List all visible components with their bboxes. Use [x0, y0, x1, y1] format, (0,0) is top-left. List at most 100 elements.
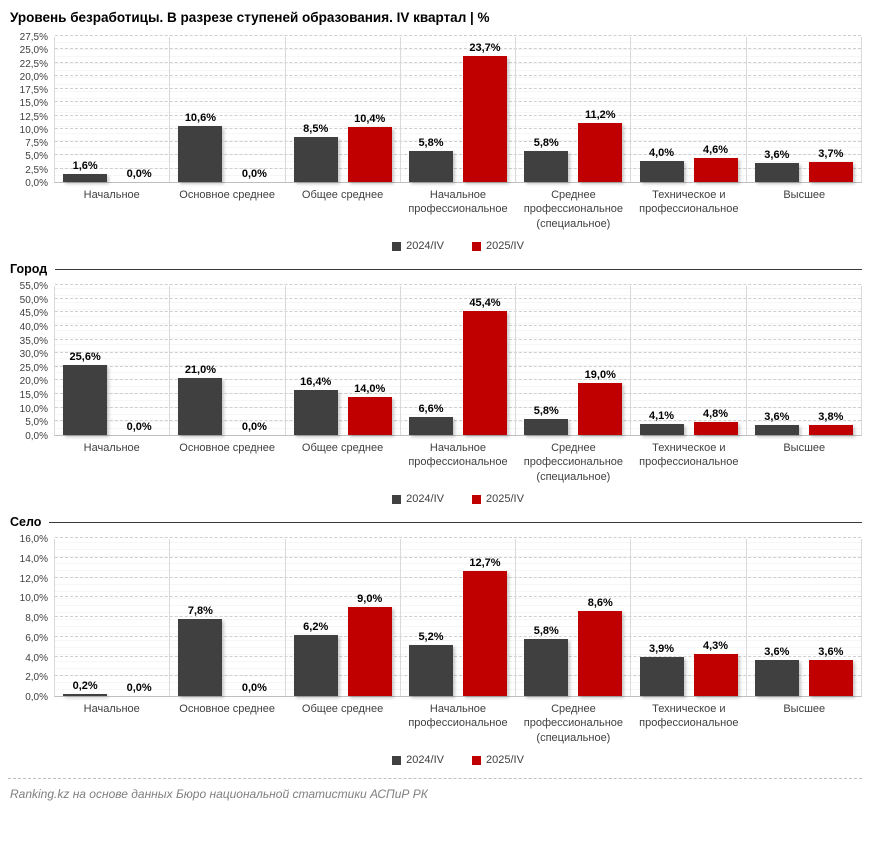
y-axis-tick-label: 45,0%: [19, 308, 48, 320]
y-axis-tick-label: 4,0%: [25, 652, 48, 664]
bar-group-2025-IV: 0,0%: [117, 421, 161, 435]
category-label: Общее среднее: [301, 703, 384, 715]
bar: [178, 619, 223, 696]
bar-pair: 4,0% 4,6%: [639, 144, 738, 182]
category-label: Высшее: [783, 442, 826, 454]
bar-value-label: 9,0%: [357, 593, 383, 605]
category-label: Техническое и профессиональное: [639, 703, 739, 730]
bar-pair: 6,2% 9,0%: [293, 593, 392, 696]
y-axis-tick-label: 40,0%: [19, 321, 48, 333]
bar-group-2025-IV: 11,2%: [578, 109, 623, 182]
bar: [347, 127, 392, 182]
category-label: Начальное профессиональное: [408, 189, 508, 216]
bar-group-2025-IV: 9,0%: [347, 593, 392, 696]
bar-value-label: 23,7%: [469, 42, 501, 54]
bar: [754, 425, 799, 435]
legend-label: 2025/IV: [486, 754, 524, 766]
y-axis-tick-label: 12,0%: [19, 573, 48, 585]
bar-value-label: 4,1%: [649, 410, 675, 422]
y-axis-tick-label: 0,0%: [25, 178, 48, 189]
bar: [808, 425, 853, 435]
bar-pair: 5,8% 8,6%: [524, 597, 623, 696]
bar-group-2024-IV: 5,8%: [524, 625, 569, 696]
bar-value-label: 8,5%: [303, 123, 329, 135]
bar-group-2025-IV: 23,7%: [462, 42, 507, 182]
bar: [347, 397, 392, 435]
category-cell: 3,6% 3,7%: [747, 37, 861, 182]
bar: [63, 365, 108, 435]
y-axis-tick-label: 27,5%: [19, 32, 48, 43]
bar-value-label: 16,4%: [300, 376, 332, 388]
bar-value-label: 5,8%: [533, 625, 559, 637]
legend-item: 2024/IV: [392, 493, 444, 505]
bar-value-label: 3,8%: [818, 411, 844, 423]
category-cell: 7,8% 0,0%: [170, 539, 286, 696]
bar-group-2025-IV: 19,0%: [578, 369, 623, 435]
bar: [293, 390, 338, 435]
bar: [693, 158, 738, 182]
y-axis-tick-label: 55,0%: [19, 281, 48, 292]
bar: [578, 383, 623, 435]
legend-swatch-2025-IV: [472, 494, 481, 504]
category-label: Начальное профессиональное: [408, 442, 508, 469]
bar-value-label: 19,0%: [584, 369, 616, 381]
bar-pair: 7,8% 0,0%: [178, 605, 276, 696]
y-axis-tick-label: 2,5%: [25, 164, 48, 176]
bar-group-2024-IV: 8,5%: [293, 123, 338, 182]
chart-plot-area: 0,0% 2,0% 4,0% 6,0% 8,0% 10,0% 12,0% 14,0% 16,0%…: [8, 534, 862, 703]
category-cell: 3,6% 3,6%: [747, 539, 861, 696]
y-axis-tick-label: 12,5%: [19, 111, 48, 123]
category-cell: 5,8% 11,2%: [516, 37, 632, 182]
section-title: Город: [10, 262, 48, 276]
bar-group-2025-IV: 12,7%: [462, 557, 507, 696]
legend-label: 2024/IV: [406, 493, 444, 505]
category-label: Среднее профессиональное (специальное): [523, 442, 624, 483]
category-cell: 6,6% 45,4%: [401, 286, 517, 435]
y-axis-tick-label: 17,5%: [19, 85, 48, 97]
category-label: Техническое и профессиональное: [639, 189, 739, 216]
legend-label: 2025/IV: [486, 240, 524, 252]
bar-group-2025-IV: 45,4%: [462, 297, 507, 435]
gridline: [55, 324, 861, 326]
legend-label: 2024/IV: [406, 754, 444, 766]
legend-item: 2025/IV: [472, 754, 524, 766]
bar: [408, 645, 453, 696]
bar-pair: 1,6% 0,0%: [63, 160, 161, 182]
legend-label: 2025/IV: [486, 493, 524, 505]
section-header: Город: [10, 262, 862, 276]
gridline: [55, 379, 861, 381]
y-axis-tick-label: 10,0%: [19, 593, 48, 605]
x-axis-labels: Начальное Основное среднее Общее среднее На…: [8, 441, 862, 485]
gridline: [55, 406, 861, 408]
category-cell: 3,6% 3,8%: [747, 286, 861, 435]
legend: 2024/IV 2025/IV: [54, 493, 862, 505]
gridline: [55, 655, 861, 657]
legend-swatch-2024-IV: [392, 241, 402, 251]
bar: [408, 151, 453, 182]
category-label: Высшее: [783, 703, 826, 715]
gridline: [55, 127, 861, 129]
bar-pair: 3,6% 3,8%: [754, 411, 853, 435]
bar: [524, 419, 569, 435]
chart-section-село: Село 0,0% 2,0% 4,0% 6,0% 8,0% 10,0% 12,0% 14,0% 1…: [8, 515, 862, 766]
category-cell: 5,8% 8,6%: [516, 539, 632, 696]
category-cell: 4,1% 4,8%: [631, 286, 747, 435]
gridline: [55, 284, 861, 285]
bar-pair: 8,5% 10,4%: [293, 113, 392, 182]
category-cell: 3,9% 4,3%: [631, 539, 747, 696]
gridline: [55, 167, 861, 169]
bar-value-label: 45,4%: [469, 297, 501, 309]
bar-group-2025-IV: 4,3%: [693, 640, 738, 696]
legend-swatch-2024-IV: [392, 494, 402, 504]
legend-swatch-2025-IV: [472, 241, 481, 251]
y-axis-tick-label: 22,5%: [19, 58, 48, 70]
bar-pair: 16,4% 14,0%: [293, 376, 392, 435]
y-axis-tick-label: 6,0%: [25, 632, 48, 644]
bar-group-2025-IV: 10,4%: [347, 113, 392, 182]
bar-value-label: 10,6%: [184, 112, 217, 124]
y-axis-tick-label: 8,0%: [25, 613, 48, 624]
x-axis-spacer: [8, 441, 54, 485]
bar-group-2024-IV: 16,4%: [293, 376, 338, 435]
bar: [754, 660, 799, 696]
bar-value-label: 4,0%: [649, 147, 675, 159]
